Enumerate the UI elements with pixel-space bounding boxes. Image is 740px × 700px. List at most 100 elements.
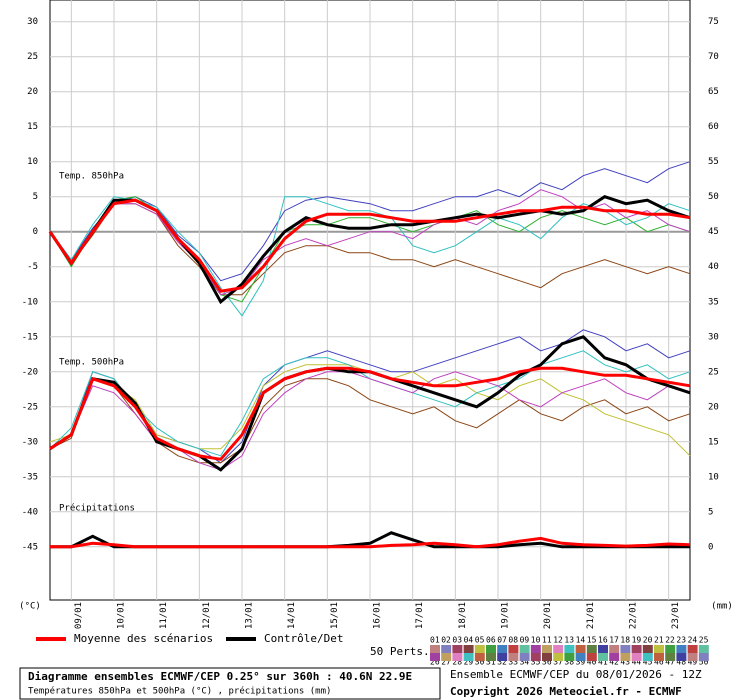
legend-swatch [654, 645, 664, 653]
legend-swatch [586, 645, 597, 653]
legend-number: 22 [665, 636, 675, 645]
legend-number: 42 [609, 658, 619, 667]
legend-swatch [642, 645, 653, 653]
legend-swatch [564, 645, 575, 653]
legend-swatch [676, 645, 687, 653]
legend-swatch [609, 653, 620, 661]
y2-tick-label: 30 [708, 332, 719, 342]
y-tick-label: -5 [27, 262, 38, 272]
legend-number: 08 [508, 636, 518, 645]
legend-swatch [698, 645, 709, 653]
legend-swatch [598, 645, 608, 653]
y2-tick-label: 25 [708, 367, 719, 377]
legend-number: 31 [486, 658, 496, 667]
legend-swatch [542, 653, 552, 661]
y-tick-label: -20 [22, 367, 38, 377]
legend-swatch [542, 645, 552, 653]
legend-swatch [452, 645, 463, 653]
legend-swatch [519, 653, 530, 661]
y2-unit: (mm) [711, 602, 733, 612]
y2-tick-label: 20 [708, 402, 719, 412]
legend-number: 29 [464, 658, 474, 667]
legend-number: 28 [452, 658, 462, 667]
legend-swatch [452, 653, 463, 661]
legend-swatch [631, 645, 642, 653]
x-tick-label: 19/01 [501, 602, 511, 629]
legend-number: 03 [452, 636, 462, 645]
legend-number: 38 [564, 658, 574, 667]
y-tick-label: 20 [27, 87, 38, 97]
legend-number: 17 [609, 636, 619, 645]
legend-perts: 50 Perts. [370, 645, 430, 658]
y-tick-label: 10 [27, 157, 38, 167]
y-tick-label: 25 [27, 52, 38, 62]
x-tick-label: 10/01 [117, 602, 127, 629]
legend-swatch [508, 653, 519, 661]
legend-number: 19 [632, 636, 642, 645]
legend-number: 20 [643, 636, 653, 645]
member-line [49, 196, 691, 317]
legend-number: 37 [553, 658, 563, 667]
y-tick-label: -15 [22, 332, 38, 342]
mean-line [49, 366, 691, 461]
legend-swatch [430, 653, 440, 661]
x-tick-label: 14/01 [287, 602, 297, 629]
legend-number: 43 [620, 658, 630, 667]
legend-number: 16 [598, 636, 608, 645]
y2-tick-label: 60 [708, 122, 719, 132]
legend-swatch [474, 653, 485, 661]
annotation: Précipitations [59, 503, 135, 514]
legend-swatch [598, 653, 608, 661]
legend-control: Contrôle/Det [264, 632, 343, 645]
legend-swatch [519, 645, 530, 653]
y-tick-label: -40 [22, 507, 38, 517]
mean-line [50, 536, 691, 549]
legend-number: 02 [441, 636, 451, 645]
footer-run: Ensemble ECMWF/CEP du 08/01/2026 - 12Z [450, 668, 702, 681]
x-tick-label: 23/01 [671, 602, 681, 629]
legend-number: 14 [576, 636, 586, 645]
mean-line [48, 198, 691, 293]
x-tick-label: 09/01 [74, 602, 84, 629]
legend-swatch [486, 653, 496, 661]
y-tick-label: -25 [22, 402, 38, 412]
legend-number: 30 [475, 658, 485, 667]
legend-swatch [463, 645, 474, 653]
legend-number: 26 [430, 658, 440, 667]
legend-swatch [553, 645, 564, 653]
legend-swatch [441, 645, 452, 653]
x-tick-label: 16/01 [373, 602, 383, 629]
legend-swatch [698, 653, 709, 661]
legend-swatch [486, 645, 496, 653]
legend-number: 13 [564, 636, 574, 645]
legend-swatch [497, 653, 508, 661]
y2-tick-label: 35 [708, 297, 719, 307]
footer-subtitle: Températures 850hPa et 500hPa (°C) , pré… [28, 686, 331, 697]
legend-number: 09 [520, 636, 530, 645]
x-tick-label: 18/01 [458, 602, 468, 629]
legend-number: 21 [654, 636, 664, 645]
y-tick-label: 5 [33, 192, 38, 202]
x-tick-label: 15/01 [330, 602, 340, 629]
legend-swatch [620, 645, 631, 653]
legend-swatch [665, 645, 676, 653]
y2-tick-label: 10 [708, 472, 719, 482]
legend-number: 05 [475, 636, 485, 645]
legend-swatch [687, 645, 698, 653]
y-unit: (°C) [19, 602, 41, 612]
x-tick-label: 17/01 [415, 602, 425, 629]
legend-swatch [676, 653, 687, 661]
legend-number: 01 [430, 636, 440, 645]
y2-tick-label: 75 [708, 17, 719, 27]
legend-swatch [687, 653, 698, 661]
legend-swatch [620, 653, 631, 661]
legend-swatch [654, 653, 664, 661]
y2-tick-label: 50 [708, 192, 719, 202]
y-tick-label: 0 [33, 227, 38, 237]
footer-box [19, 667, 441, 700]
y2-tick-label: 65 [708, 87, 719, 97]
legend-number: 24 [688, 636, 698, 645]
legend-number: 07 [497, 636, 507, 645]
legend-number: 45 [643, 658, 653, 667]
